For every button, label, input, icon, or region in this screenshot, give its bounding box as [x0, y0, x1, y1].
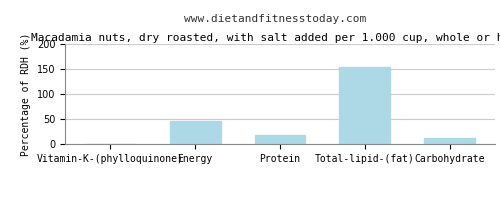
- Text: www.dietandfitnesstoday.com: www.dietandfitnesstoday.com: [184, 14, 366, 24]
- Bar: [254, 135, 306, 144]
- Y-axis label: Percentage of RDH (%): Percentage of RDH (%): [21, 32, 31, 156]
- Bar: [170, 121, 220, 144]
- Bar: [424, 138, 476, 144]
- Text: Macadamia nuts, dry roasted, with salt added per 1.000 cup, whole or halves: Macadamia nuts, dry roasted, with salt a…: [30, 33, 500, 43]
- Bar: [340, 66, 390, 144]
